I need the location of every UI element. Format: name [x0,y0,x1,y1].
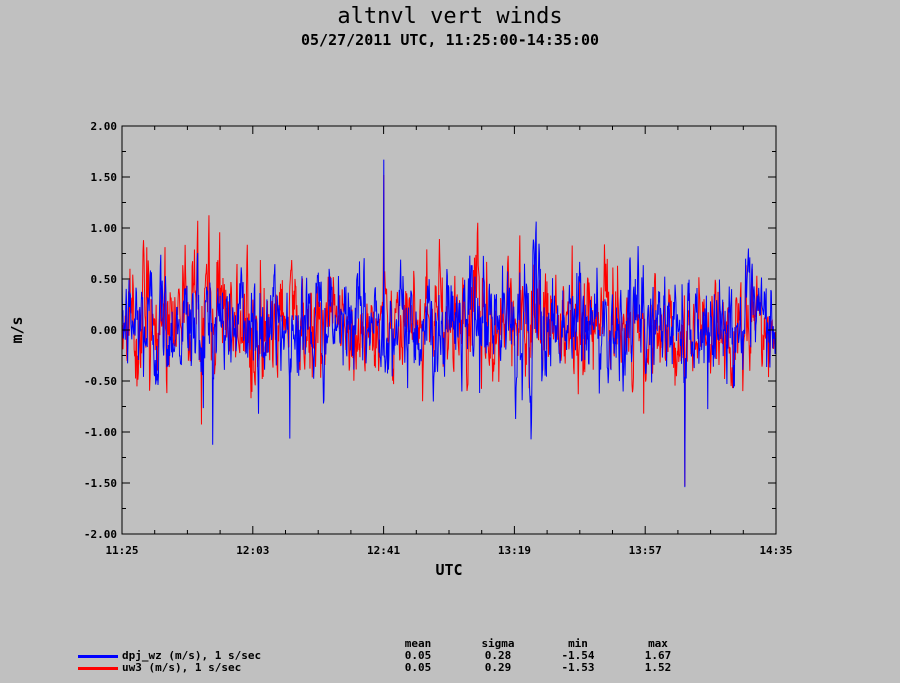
y-tick-label: 2.00 [91,120,118,133]
stat-sigma: 0.29 [484,661,512,674]
legend-row-dpj-wz: dpj_wz (m/s), 1 s/sec 0.05 0.28 -1.54 1.… [72,650,698,662]
chart-subtitle: 05/27/2011 UTC, 11:25:00-14:35:00 [300,31,599,49]
y-tick-label: -0.50 [84,375,117,388]
legend-label-dpj-wz: dpj_wz (m/s), 1 s/sec [122,649,262,662]
y-tick-label: 0.50 [91,273,118,286]
y-tick-label: 1.00 [91,222,118,235]
stat-mean: 0.05 [404,661,432,674]
x-tick-label: 12:03 [236,544,269,557]
stats-header-mean: mean [404,637,432,650]
y-tick-label: -1.50 [84,477,117,490]
y-tick-label: 1.50 [91,171,118,184]
series-layer [121,159,777,488]
stat-max: 1.52 [644,661,672,674]
x-tick-label: 11:25 [105,544,138,557]
x-tick-label: 13:57 [629,544,662,557]
x-tick-label: 14:35 [759,544,792,557]
stat-mean: 0.05 [404,649,432,662]
axes-layer: 2.00 1.50 1.00 0.50 0.00 -0.50 -1.00 -1.50 -2.00… [84,120,793,557]
plot-frame [121,125,777,535]
y-tick-label: -2.00 [84,528,117,541]
legend-label-uw3: uw3 (m/s), 1 s/sec [122,661,242,674]
y-tick-label: -1.00 [84,426,117,439]
stats-header-max: max [648,637,668,650]
chart-title: altnvl vert winds [337,4,563,29]
y-axis-label: m/s [8,316,26,343]
legend-stats-table: mean sigma min max dpj_wz (m/s), 1 s/sec… [72,638,698,674]
legend-row-uw3: uw3 (m/s), 1 s/sec 0.05 0.29 -1.53 1.52 [72,662,698,674]
x-tick-label: 13:19 [498,544,531,557]
y-tick-label: 0.00 [91,324,118,337]
stat-min: -1.53 [561,661,595,674]
stats-header-sigma: sigma [481,637,515,650]
series-line-dpj-wz [121,159,777,488]
x-axis-label: UTC [435,561,462,579]
stats-header-min: min [568,637,588,650]
stat-max: 1.67 [644,649,672,662]
x-tick-label: 12:41 [367,544,400,557]
legend-swatch-red [78,666,118,670]
stat-sigma: 0.28 [484,649,512,662]
stat-min: -1.54 [561,649,595,662]
legend-swatch-blue [78,654,118,658]
stats-header-row: mean sigma min max [72,638,698,650]
